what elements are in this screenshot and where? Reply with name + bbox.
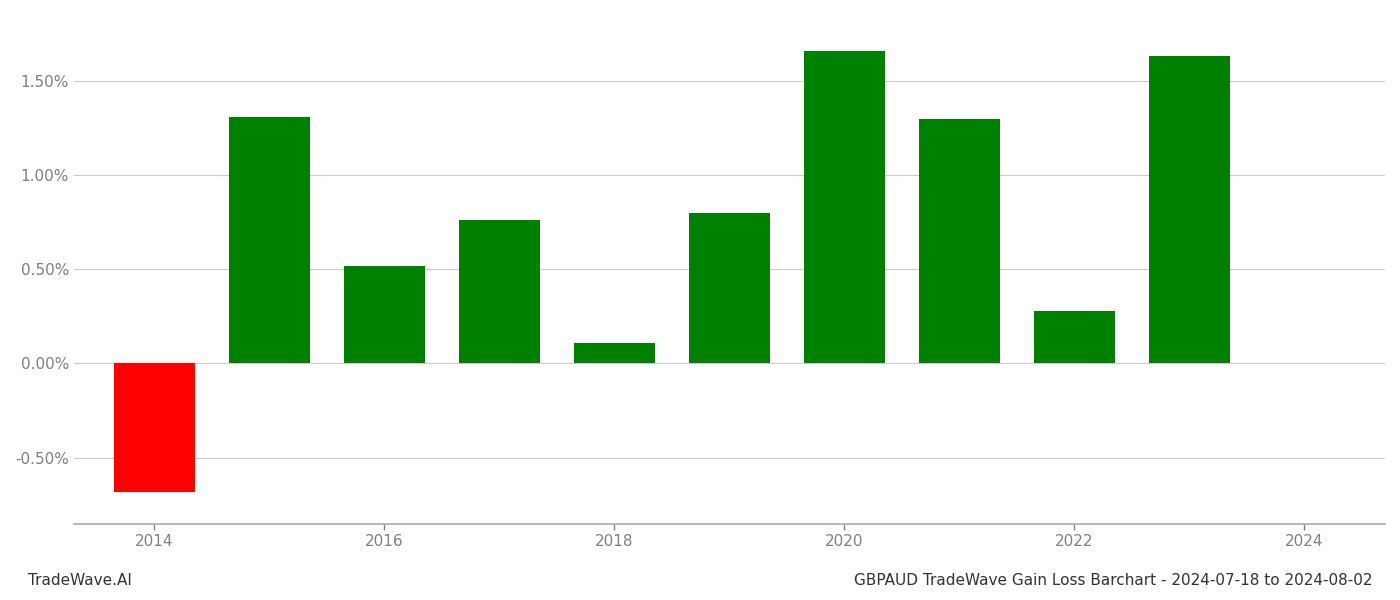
Bar: [230, 117, 309, 364]
Bar: [344, 266, 424, 364]
Bar: [1035, 311, 1114, 364]
Text: TradeWave.AI: TradeWave.AI: [28, 573, 132, 588]
Bar: [574, 343, 655, 364]
Bar: [1149, 56, 1229, 364]
Bar: [459, 220, 539, 364]
Text: GBPAUD TradeWave Gain Loss Barchart - 2024-07-18 to 2024-08-02: GBPAUD TradeWave Gain Loss Barchart - 20…: [854, 573, 1372, 588]
Bar: [689, 213, 770, 364]
Bar: [920, 119, 1000, 364]
Bar: [804, 51, 885, 364]
Bar: [113, 364, 195, 491]
